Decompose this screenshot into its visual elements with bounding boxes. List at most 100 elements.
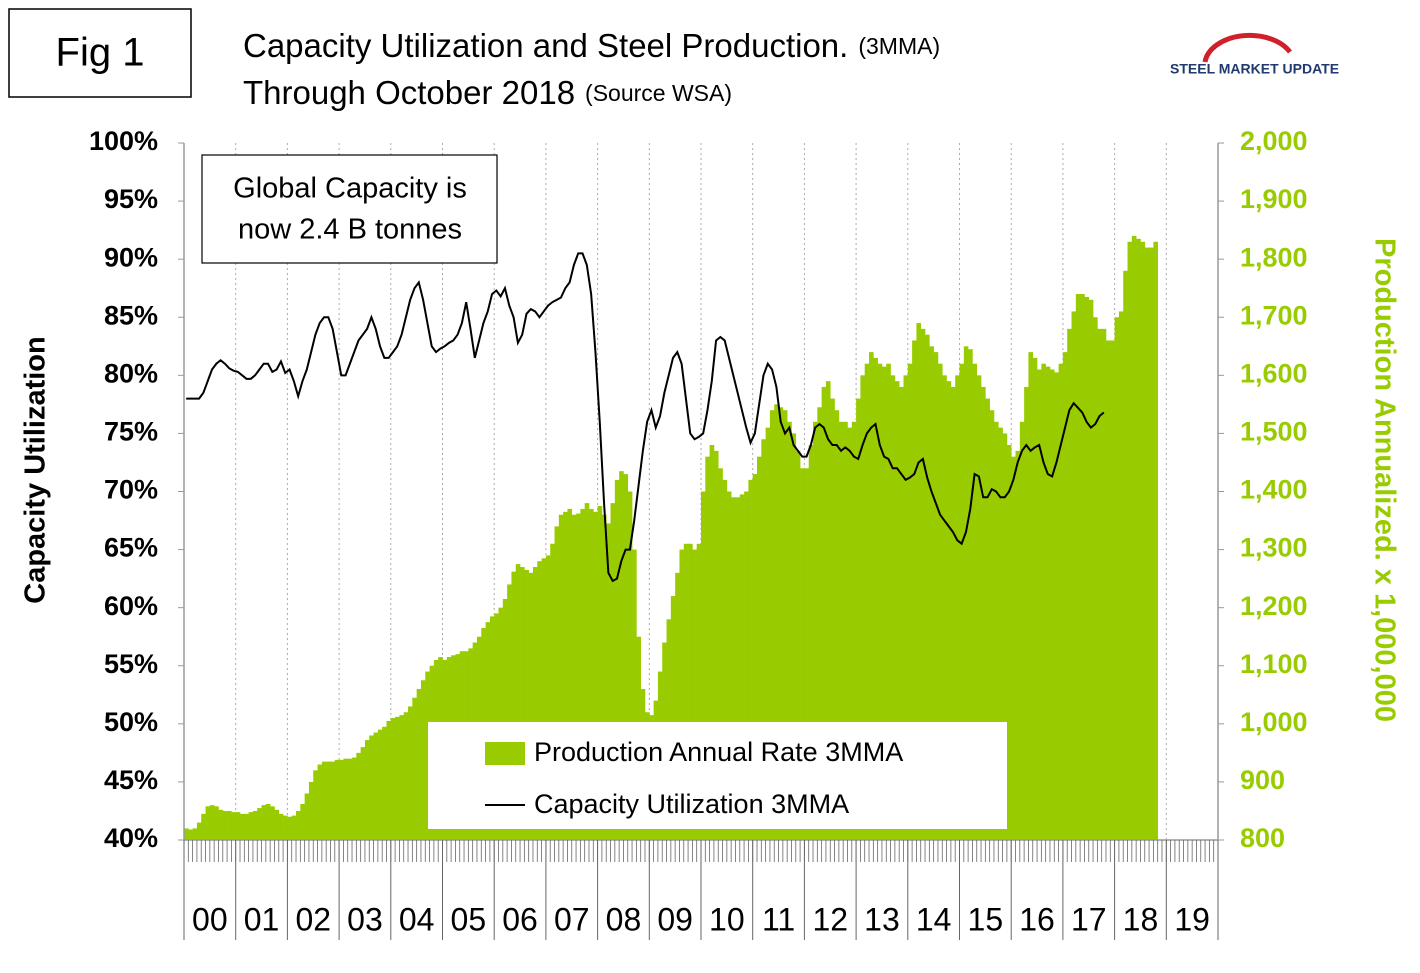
bar <box>386 720 392 840</box>
y-tick-label: 55% <box>104 649 158 679</box>
fig-label: Fig 1 <box>56 31 145 75</box>
title-main: Capacity Utilization and Steel Productio… <box>243 27 848 64</box>
bar <box>205 806 211 840</box>
bar <box>683 543 689 840</box>
bar <box>713 450 719 840</box>
bar <box>408 706 413 840</box>
bar <box>774 404 779 840</box>
bar <box>218 809 224 840</box>
y-tick-label: 100% <box>89 126 158 156</box>
bar <box>593 511 598 840</box>
bar <box>632 549 637 840</box>
bar <box>343 758 349 840</box>
bar <box>675 572 680 840</box>
y-axis-title: Capacity Utilization <box>20 336 52 604</box>
bar <box>800 468 805 840</box>
bar <box>886 363 891 840</box>
x-tick-label: 02 <box>295 901 331 937</box>
y2-tick-label: 1,300 <box>1240 533 1308 563</box>
bar <box>550 543 555 840</box>
bar <box>925 334 930 840</box>
bar <box>257 808 262 840</box>
bar <box>524 569 529 840</box>
bar <box>584 503 590 840</box>
bar <box>933 352 939 840</box>
bar <box>959 363 965 840</box>
bar <box>554 526 560 840</box>
bar <box>1144 247 1150 841</box>
bar <box>726 491 732 840</box>
bar <box>283 815 288 840</box>
bar <box>515 564 521 840</box>
bar <box>929 346 934 840</box>
bar <box>795 450 801 840</box>
bar <box>1131 235 1137 840</box>
bar <box>757 456 762 840</box>
bar <box>270 806 275 840</box>
bar <box>1071 311 1077 841</box>
y2-tick-label: 1,000 <box>1240 707 1308 737</box>
bar <box>709 445 715 840</box>
bar <box>1049 369 1055 840</box>
bar <box>981 386 986 840</box>
bar <box>261 805 267 840</box>
line <box>186 252 1105 583</box>
bar <box>188 829 193 840</box>
legend-label: Production Annual Rate 3MMA <box>534 737 903 767</box>
x-tick-label: 04 <box>399 901 435 937</box>
bar <box>274 809 280 840</box>
legend-label: Capacity Utilization 3MMA <box>534 789 849 819</box>
logo: STEEL MARKET UPDATE <box>1170 61 1339 77</box>
bar <box>395 716 400 840</box>
bar <box>705 456 710 840</box>
bar <box>541 558 547 840</box>
bar <box>214 806 219 840</box>
bar <box>520 567 525 840</box>
bar <box>993 421 999 840</box>
bar <box>701 491 706 840</box>
bar <box>856 398 861 840</box>
bar <box>317 764 323 840</box>
legend-swatch <box>485 742 525 765</box>
bar <box>864 363 870 840</box>
bar <box>1114 317 1120 840</box>
annotation: now 2.4 B tonnes <box>238 214 462 246</box>
bar <box>769 410 775 840</box>
bar <box>606 523 611 840</box>
x-tick-label: 17 <box>1071 901 1107 937</box>
bar <box>425 671 430 840</box>
bar <box>1110 340 1115 840</box>
bar <box>787 421 792 840</box>
bar <box>1075 294 1081 840</box>
y2-tick-label: 1,400 <box>1240 475 1308 505</box>
bar <box>989 410 995 840</box>
bar <box>412 697 417 840</box>
bar <box>1062 352 1068 840</box>
bar <box>222 810 228 840</box>
bar <box>304 793 310 840</box>
bar <box>791 433 797 840</box>
bar <box>532 567 538 840</box>
bar <box>339 759 344 840</box>
x-tick-label: 09 <box>657 901 693 937</box>
bar <box>511 571 517 840</box>
bar <box>813 421 818 840</box>
bar <box>899 386 904 840</box>
bar <box>558 514 564 840</box>
bar <box>196 822 202 840</box>
y2-tick-label: 1,600 <box>1240 358 1308 388</box>
y-tick-label: 80% <box>104 358 158 388</box>
bar <box>731 497 736 840</box>
bar <box>873 357 878 840</box>
bar <box>627 491 633 840</box>
bar <box>821 386 827 840</box>
bar <box>321 761 327 840</box>
bar <box>679 549 685 840</box>
bar <box>1015 450 1021 840</box>
bar <box>907 363 913 840</box>
bar <box>334 759 340 840</box>
bar <box>291 815 297 840</box>
y2-tick-label: 1,200 <box>1240 591 1308 621</box>
bar <box>580 508 585 840</box>
